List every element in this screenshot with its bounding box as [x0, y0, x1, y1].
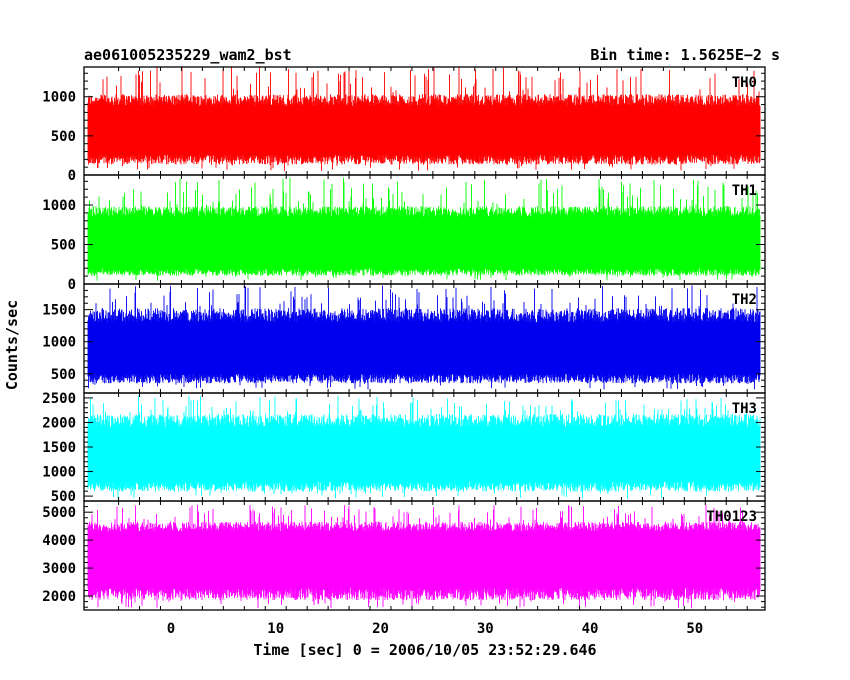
y-tick-label: 1000	[42, 198, 76, 214]
y-tick-label: 2500	[42, 391, 76, 407]
y-tick-label: 1000	[42, 465, 76, 481]
y-tick-label: 2000	[42, 415, 76, 431]
y-tick-label: 500	[51, 238, 76, 254]
x-tick-labels: 0 10 20 30 40 50	[167, 621, 703, 637]
y-tick-label: 1500	[42, 303, 76, 319]
series-th0123	[87, 504, 761, 609]
x-axis-title: Time [sec] 0 = 2006/10/05 23:52:29.646	[253, 641, 596, 659]
panels-group: 0 500 1000 TH0 0 500 1000 TH1 500 1000 1500 TH2 500 1…	[42, 66, 766, 611]
y-tick-label: 500	[51, 367, 76, 383]
panel-th1: 0 500 1000 TH1	[42, 174, 766, 293]
panel-label-th2: TH2	[732, 292, 757, 308]
panel-label-th1: TH1	[732, 183, 757, 199]
y-tick-label: 4000	[42, 533, 76, 549]
y-tick-label: 5000	[42, 505, 76, 521]
series-th3	[87, 395, 761, 499]
y-tick-label: 1000	[42, 335, 76, 351]
x-tick-label: 0	[167, 621, 175, 637]
y-axis-title: Counts/sec	[3, 300, 21, 390]
y-tick-label: 0	[68, 277, 76, 293]
panel-label-th0: TH0	[732, 75, 757, 91]
panel-th2: 500 1000 1500 TH2	[42, 283, 766, 394]
series-th2	[87, 285, 761, 390]
x-tick-label: 50	[686, 621, 703, 637]
y-tick-label: 500	[51, 129, 76, 145]
panel-th0: 0 500 1000 TH0	[42, 66, 766, 184]
y-tick-label: 1500	[42, 440, 76, 456]
y-tick-label: 500	[51, 489, 76, 505]
x-tick-label: 40	[582, 621, 599, 637]
series-th1	[87, 177, 761, 281]
panel-th0123: 2000 3000 4000 5000 TH0123	[42, 500, 766, 611]
panel-label-th0123: TH0123	[706, 509, 757, 525]
x-tick-label: 30	[477, 621, 494, 637]
y-tick-label: 2000	[42, 589, 76, 605]
panel-label-th3: TH3	[732, 401, 757, 417]
bin-time-label: Bin time: 1.5625E−2 s	[590, 46, 780, 64]
x-tick-label: 10	[267, 621, 284, 637]
plot-title: ae061005235229_wam2_bst	[84, 46, 292, 64]
y-tick-label: 1000	[42, 90, 76, 106]
series-th0	[87, 67, 761, 171]
y-tick-label: 0	[68, 168, 76, 184]
x-tick-label: 20	[372, 621, 389, 637]
panel-th3: 500 1000 1500 2000 2500 TH3	[42, 391, 766, 505]
panel-frame	[83, 500, 766, 611]
y-tick-label: 3000	[42, 561, 76, 577]
